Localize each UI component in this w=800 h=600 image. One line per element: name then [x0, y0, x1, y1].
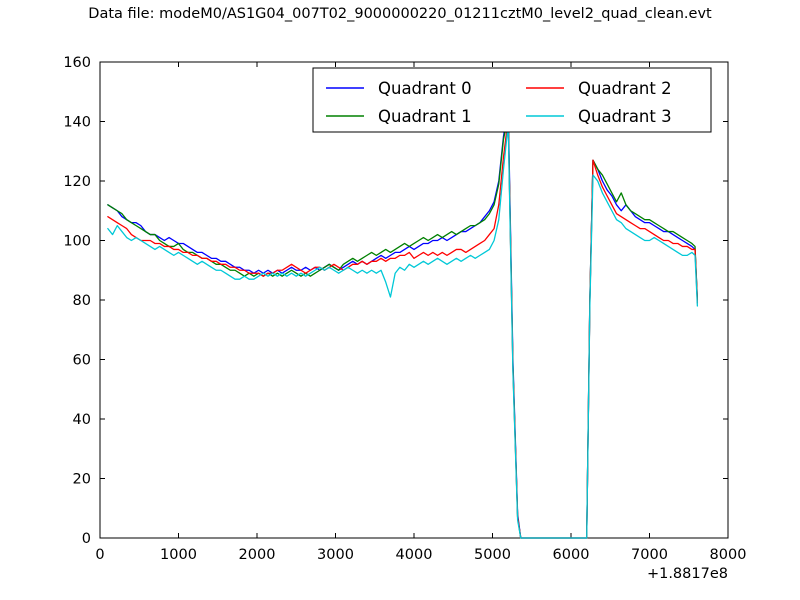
x-axis-offset-label: +1.8817e8 [647, 566, 728, 582]
legend-label-quadrant-1: Quadrant 1 [378, 107, 472, 126]
x-tick-label: 3000 [317, 547, 354, 563]
y-tick-label: 160 [63, 55, 91, 71]
series-line-quadrant-2 [107, 117, 699, 539]
series-line-quadrant-1 [107, 114, 699, 539]
legend-box [312, 67, 712, 133]
y-tick-label: 60 [73, 353, 91, 369]
legend-label-quadrant-0: Quadrant 0 [378, 79, 472, 98]
page-title: Data file: modeM0/AS1G04_007T02_90000002… [88, 6, 712, 22]
y-tick-label: 40 [73, 412, 91, 428]
x-tick-label: 5000 [474, 547, 511, 563]
y-tick-label: 100 [63, 234, 91, 250]
legend-label-quadrant-3: Quadrant 3 [578, 107, 672, 126]
plot-frame [99, 61, 729, 539]
legend-label-quadrant-2: Quadrant 2 [578, 79, 672, 98]
y-tick-label: 80 [73, 293, 91, 309]
x-tick-label: 1000 [160, 547, 197, 563]
data-series-group [107, 105, 699, 539]
x-tick-label: 8000 [710, 547, 747, 563]
x-axis-ticks: 0 1000 2000 3000 4000 5000 6000 7000 8000 [95, 62, 746, 563]
x-tick-label: 0 [95, 547, 104, 563]
x-tick-label: 2000 [239, 547, 276, 563]
y-tick-label: 140 [63, 115, 91, 131]
x-tick-label: 6000 [553, 547, 590, 563]
series-line-quadrant-0 [107, 105, 699, 539]
y-tick-label: 120 [63, 174, 91, 190]
y-tick-label: 0 [82, 531, 91, 547]
x-tick-label: 7000 [631, 547, 668, 563]
series-line-quadrant-3 [107, 123, 699, 539]
y-tick-label: 20 [73, 472, 91, 488]
x-tick-label: 4000 [396, 547, 433, 563]
chart-legend: Quadrant 0 Quadrant 1 Quadrant 2 Quadrant 3 [312, 67, 712, 133]
y-axis-ticks: 0 20 40 60 80 100 120 140 160 [63, 55, 728, 547]
